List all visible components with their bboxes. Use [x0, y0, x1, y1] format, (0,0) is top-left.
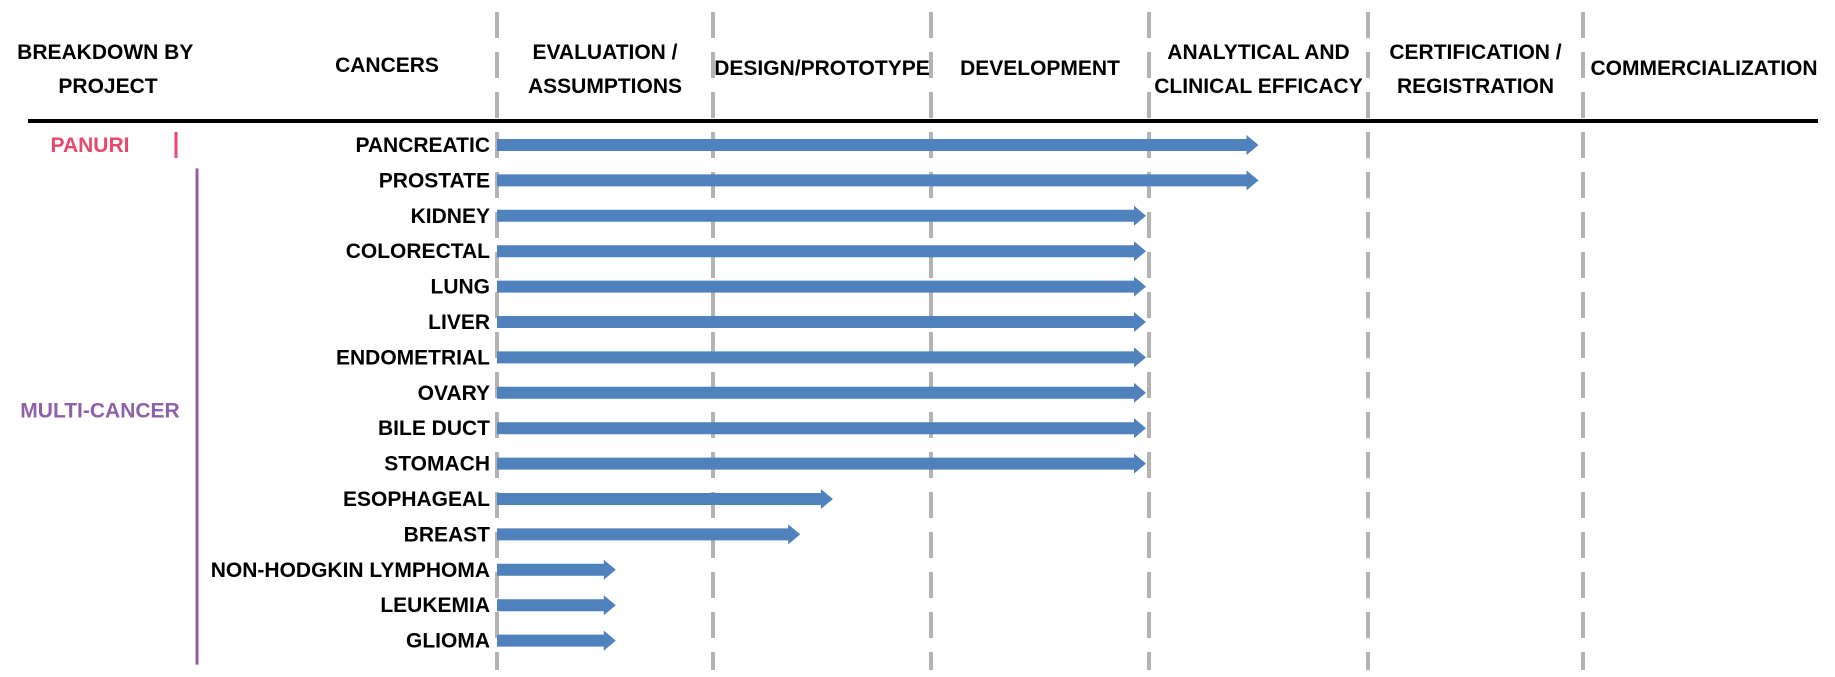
- progress-arrow-lung: [497, 276, 1146, 297]
- cancer-label-stomach: STOMACH: [384, 453, 490, 476]
- stage-header-line: EVALUATION /: [532, 41, 677, 64]
- cancer-label-colorectal: COLORECTAL: [346, 240, 490, 263]
- cancer-label-ovary: OVARY: [418, 382, 490, 405]
- progress-arrow-esophageal: [497, 489, 833, 509]
- stage-header-certification-registration: CERTIFICATION / REGISTRATION: [1389, 41, 1561, 98]
- progress-arrows: [497, 135, 1259, 651]
- progress-arrow-stomach: [497, 453, 1146, 474]
- stage-header-line: DEVELOPMENT: [960, 57, 1120, 80]
- stage-header-commercialization: COMMERCIALIZATION: [1590, 57, 1817, 80]
- breakdown-header: BREAKDOWN BY PROJECT: [17, 41, 199, 98]
- stage-headers: EVALUATION / ASSUMPTIONS DESIGN/PROTOTYPE D…: [528, 41, 1818, 98]
- stage-header-line: ANALYTICAL AND: [1167, 41, 1349, 64]
- stage-header-development: DEVELOPMENT: [960, 57, 1120, 80]
- cancers-header: CANCERS: [335, 54, 439, 77]
- progress-arrow-bile-duct: [497, 418, 1146, 439]
- project-label-panuri: PANURI: [51, 134, 130, 157]
- progress-arrow-endometrial: [497, 347, 1146, 368]
- progress-arrow-prostate: [497, 170, 1259, 191]
- cancer-label-kidney: KIDNEY: [411, 205, 490, 228]
- stage-header-analytical-and-clinical-efficacy: ANALYTICAL AND CLINICAL EFFICACY: [1154, 41, 1362, 98]
- progress-arrow-kidney: [497, 205, 1146, 226]
- stage-header-line: CERTIFICATION /: [1389, 41, 1561, 64]
- stage-header-line: REGISTRATION: [1397, 75, 1554, 98]
- cancer-label-breast: BREAST: [404, 523, 491, 546]
- header-row: BREAKDOWN BY PROJECT CANCERS EVALUATION …: [17, 41, 1817, 98]
- cancer-label-esophageal: ESOPHAGEAL: [343, 488, 490, 511]
- cancer-label-leukemia: LEUKEMIA: [380, 594, 490, 617]
- stage-header-design-prototype: DESIGN/PROTOTYPE: [714, 57, 930, 80]
- breakdown-header-line-1: BREAKDOWN BY: [17, 41, 193, 64]
- cancer-label-prostate: PROSTATE: [379, 169, 490, 192]
- progress-arrow-glioma: [497, 630, 616, 651]
- cancer-label-glioma: GLIOMA: [406, 630, 490, 653]
- cancer-label-non-hodgkin-lymphoma: NON-HODGKIN LYMPHOMA: [211, 559, 490, 582]
- project-label-multi-cancer: MULTI-CANCER: [20, 400, 179, 423]
- progress-arrow-colorectal: [497, 241, 1146, 262]
- cancer-labels: PANCREATIC PROSTATE KIDNEY COLORECTAL LUNG LI…: [211, 134, 490, 653]
- progress-arrow-pancreatic: [497, 135, 1259, 155]
- cancer-label-endometrial: ENDOMETRIAL: [336, 346, 490, 369]
- cancer-label-liver: LIVER: [428, 311, 490, 334]
- progress-arrow-liver: [497, 312, 1146, 332]
- stage-header-line: ASSUMPTIONS: [528, 75, 682, 98]
- stage-header-line: COMMERCIALIZATION: [1590, 57, 1817, 80]
- stage-dividers: [495, 12, 1585, 670]
- stage-header-line: DESIGN/PROTOTYPE: [714, 57, 930, 80]
- progress-arrow-ovary: [497, 382, 1146, 403]
- stage-header-line: CLINICAL EFFICACY: [1154, 75, 1362, 98]
- progress-arrow-leukemia: [497, 595, 616, 616]
- progress-arrow-non-hodgkin-lymphoma: [497, 559, 616, 580]
- stage-header-evaluation-assumptions: EVALUATION / ASSUMPTIONS: [528, 41, 682, 98]
- cancer-label-lung: LUNG: [431, 276, 491, 299]
- breakdown-header-line-2: PROJECT: [58, 75, 157, 98]
- progress-arrow-breast: [497, 524, 801, 545]
- cancer-label-bile-duct: BILE DUCT: [378, 417, 490, 440]
- cancer-label-pancreatic: PANCREATIC: [355, 134, 490, 157]
- project-groups: PANURI MULTI-CANCER: [20, 132, 199, 665]
